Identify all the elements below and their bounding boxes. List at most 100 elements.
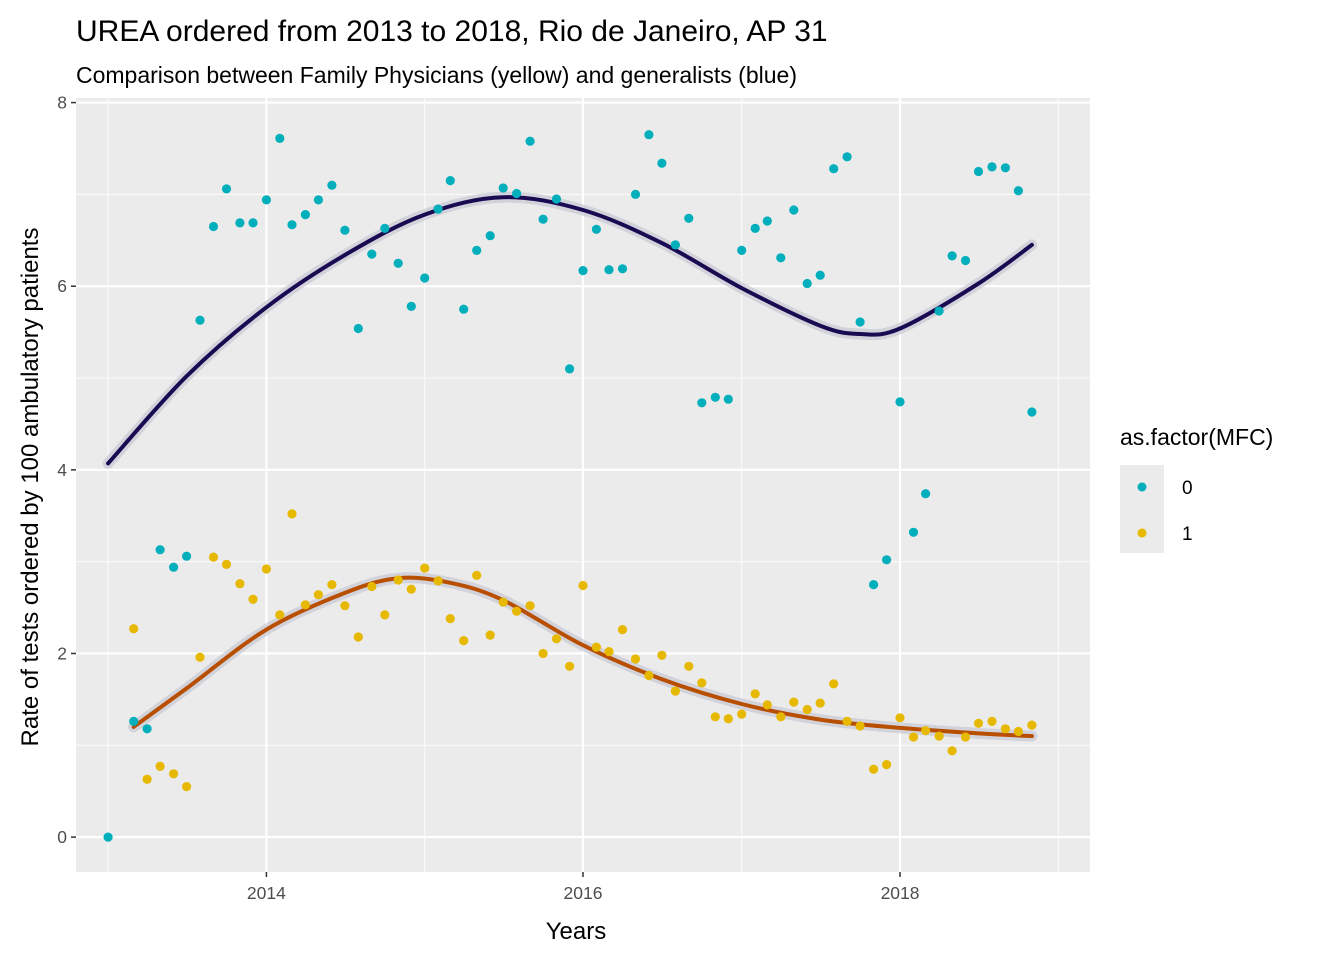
x-tick-label: 2016 [564, 883, 603, 903]
data-point-0 [947, 251, 957, 261]
data-point-0 [327, 180, 337, 190]
data-point-1 [195, 652, 205, 662]
smooth-line-0 [106, 195, 1034, 466]
data-point-1 [248, 594, 258, 604]
data-point-1 [565, 661, 575, 671]
data-point-1 [275, 610, 285, 620]
y-tick-label: 6 [57, 276, 67, 296]
data-point-1 [208, 552, 219, 562]
legend: as.factor(MFC) 0 1 [1120, 424, 1273, 553]
data-point-1 [1013, 726, 1024, 737]
data-point-1 [882, 760, 892, 770]
grid [76, 98, 1090, 872]
data-point-0 [908, 527, 919, 537]
data-point-0 [208, 221, 219, 232]
data-point-0 [591, 224, 602, 234]
data-point-1 [353, 632, 363, 642]
smooth-line-1 [131, 575, 1034, 739]
data-point-1 [973, 718, 984, 728]
data-point-0 [762, 216, 772, 226]
legend-swatch-0 [1137, 482, 1147, 492]
data-point-1 [591, 642, 602, 652]
data-point-0 [433, 204, 443, 214]
data-point-1 [908, 732, 919, 742]
data-point-1 [406, 584, 416, 594]
data-point-1 [142, 774, 152, 784]
data-point-0 [684, 213, 694, 223]
data-point-0 [882, 555, 892, 565]
data-point-0 [538, 214, 548, 224]
data-point-0 [1013, 186, 1024, 196]
data-point-0 [155, 545, 165, 555]
data-point-1 [393, 575, 403, 585]
data-point-0 [604, 265, 614, 275]
data-point-0 [657, 158, 667, 168]
data-point-1 [1000, 724, 1011, 734]
data-point-0 [169, 562, 179, 572]
data-point-0 [511, 188, 522, 199]
data-point-0 [934, 306, 944, 316]
y-axis-label: Rate of tests ordered by 100 ambulatory … [17, 228, 44, 747]
data-point-0 [353, 323, 363, 334]
points-layer [103, 130, 1037, 842]
data-point-1 [169, 769, 179, 779]
data-point-1 [776, 712, 786, 722]
data-point-0 [367, 249, 377, 259]
x-axis-label: Years [546, 918, 607, 945]
data-point-1 [182, 782, 192, 792]
data-point-1 [934, 731, 944, 741]
data-point-0 [393, 258, 403, 268]
legend-label-1: 1 [1182, 524, 1193, 545]
data-point-0 [445, 176, 455, 186]
axis-ticks: 0 2 4 6 8 2014 2016 2018 [57, 93, 919, 903]
data-point-1 [433, 576, 443, 586]
data-point-1 [789, 697, 799, 707]
data-point-0 [789, 205, 799, 215]
data-point-0 [842, 152, 852, 162]
data-point-1 [367, 581, 377, 592]
data-point-0 [472, 245, 482, 255]
data-point-1 [155, 761, 165, 772]
y-tick-label: 8 [57, 93, 67, 113]
data-point-1 [710, 712, 720, 722]
data-point-0 [313, 195, 323, 205]
data-point-1 [617, 625, 628, 635]
data-point-1 [340, 601, 350, 611]
data-point-0 [406, 301, 416, 311]
data-point-0 [420, 273, 430, 283]
data-point-1 [855, 721, 865, 731]
data-point-0 [182, 551, 192, 561]
smooth-layer [102, 191, 1038, 742]
data-point-0 [142, 724, 152, 734]
data-point-1 [129, 624, 139, 634]
data-point-0 [103, 832, 113, 842]
chart-title: UREA ordered from 2013 to 2018, Rio de J… [76, 15, 828, 48]
data-point-0 [195, 315, 205, 325]
data-point-1 [380, 610, 390, 620]
chart-subtitle: Comparison between Family Physicians (ye… [76, 62, 797, 88]
data-point-0 [895, 397, 905, 407]
data-point-0 [340, 225, 350, 235]
data-point-0 [737, 245, 747, 255]
data-point-0 [525, 136, 535, 146]
data-point-0 [921, 489, 931, 499]
data-point-1 [459, 636, 469, 646]
data-point-1 [420, 563, 430, 573]
data-point-1 [842, 716, 852, 727]
data-point-0 [235, 218, 245, 228]
data-point-0 [723, 394, 733, 404]
data-point-1 [947, 746, 957, 756]
data-point-1 [684, 661, 694, 671]
data-point-0 [869, 580, 879, 590]
data-point-1 [723, 714, 733, 724]
data-point-0 [129, 716, 139, 727]
data-point-1 [670, 686, 681, 696]
data-point-0 [498, 183, 508, 193]
data-point-1 [511, 606, 522, 616]
data-point-1 [657, 650, 667, 660]
data-point-1 [869, 764, 879, 774]
data-point-0 [802, 278, 812, 289]
data-point-0 [459, 304, 469, 314]
data-point-0 [630, 189, 641, 199]
data-point-0 [221, 184, 232, 194]
